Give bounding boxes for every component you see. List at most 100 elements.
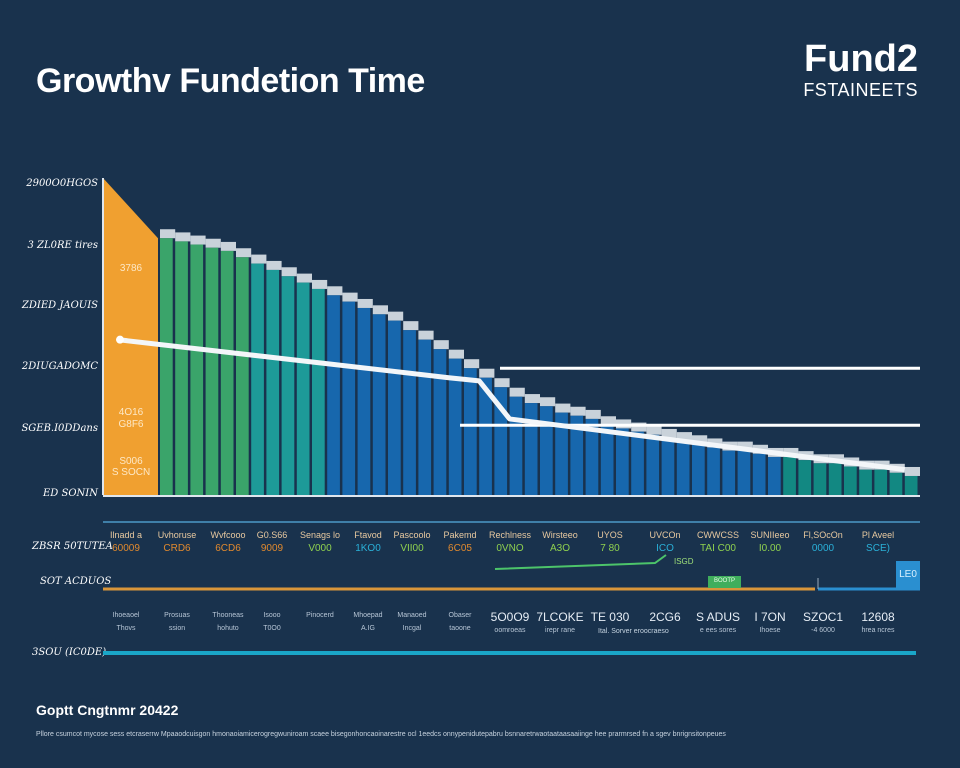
cell-caption: Isooo [263,612,281,619]
cell-caption: hohuto [217,625,239,632]
cell-value: 5O0O9 [490,610,530,624]
top-row-cell: Ftavod 1KO0 [338,529,398,555]
bar-cap [661,428,677,438]
bar-cap [585,409,601,419]
cell-value: VII00 [400,543,424,554]
top-row-cell: Fl,SOcOn 0000 [793,529,853,555]
bar [281,276,295,495]
bar [874,469,888,495]
cell-caption: -4 6000 [811,627,835,634]
cell-caption: irepr rane [545,627,575,634]
top-row-cell: Ilnadd a 60009 [96,529,156,555]
bar-cap [600,416,616,426]
cell-caption: Thooneas [212,612,244,619]
cell-name: Ilnadd a [109,530,143,540]
bar-cap [479,368,495,378]
bar [327,295,340,495]
cell-value: SZOC1 [802,610,843,624]
bar-cap [327,286,343,296]
bar [904,475,918,495]
cell-name: UYOS [597,530,623,540]
y-tick-label: 2DIUGADOMC [21,361,98,372]
bar-cap [433,340,449,350]
top-row-cell: Pl Aveel SCE) [848,529,908,555]
bar [251,263,264,495]
cell-name: Pl Aveel [861,530,895,540]
cell-value: ICO [656,543,674,554]
cell-value: I 7ON [754,610,786,624]
bar-cap [296,273,312,283]
bar-cap [904,466,920,476]
logo-main: Fund2 [804,38,918,80]
chart-title: Growthv Fundetion Time [36,62,425,100]
bar-cap [175,232,191,242]
cell-caption: Incgal [402,625,422,632]
cell-name: UVCOn [649,530,681,540]
bar-cap [676,432,692,442]
cell-name: Senags lo [299,530,341,540]
cell-caption: A.IG [360,625,375,632]
bar-cap [403,321,419,331]
bar-cap [783,447,799,457]
top-row-cell: Wirsteeo A3O [530,529,590,555]
bar [266,269,280,495]
bar [707,447,720,495]
bottom-row-cell: S ADUS e ees sores [686,611,750,637]
bar-cap [281,267,297,277]
bar-cap [555,403,571,413]
bar [190,244,204,495]
cell-name: Ftavod [354,530,382,540]
bottom-row-cell: 12608 hrea ncres [846,611,910,637]
bar [737,450,751,495]
bar [646,434,660,495]
cell-caption: Mhoepad [353,612,383,619]
bar-cap [540,397,556,407]
bottom-row-cell: Manaoed Incgal [380,609,444,635]
bar [692,444,705,495]
bottom-row-cell: TE 030 [578,611,642,624]
cell-name: Wirsteeo [542,530,578,540]
cell-caption: ssion [168,625,186,632]
bottom-row-cell: Obaser taoone [428,609,492,635]
bar-cap [646,425,662,435]
copyright: Goptt Cngtnmr 20422 [36,702,179,718]
bar-cap [266,260,282,270]
bottom-row-cell: 7LCOKE irepr rane [528,611,592,637]
bar [555,412,568,495]
bar-cap [342,292,358,302]
cell-caption: e ees sores [699,627,737,634]
bottom-row-cell: Pinocerd [288,609,352,622]
cell-value: 7LCOKE [536,610,584,624]
green-badge-text: BOOTP [713,578,735,584]
bottom-row-cell: 5O0O9 oomroeas [478,611,542,637]
table-lines [103,554,920,655]
bar-cap [570,406,586,416]
bar [220,250,234,495]
y-tick-label: ZDIED JAOUIS [21,300,98,311]
bar-data-label-line: S006 [119,456,143,467]
cell-value: A3O [549,543,570,554]
bar-cap [388,311,404,321]
bar-data-label: 4O16 G8F6 [103,407,159,431]
cell-caption: Ihoeaoel [112,612,140,619]
bar [433,349,447,495]
bar [236,257,249,495]
cell-caption: Pinocerd [306,612,334,619]
bar [464,368,477,495]
cell-value: 7 80 [600,543,620,554]
cell-value: 1KO0 [355,543,381,554]
bar [448,358,462,495]
top-row-cell: Pascoolo VII00 [382,529,442,555]
bar [296,282,310,495]
top-row-cell: G0.S66 9009 [242,529,302,555]
cell-name: Wvfcooo [210,530,246,540]
bar [616,428,629,495]
bar-cap [205,238,221,248]
bottom-row-cell: Isooo T0O0 [240,609,304,635]
bar-cap [372,305,388,315]
bar-cap [631,422,647,432]
cell-caption: Thovs [116,625,136,632]
green-small-label: ISGD [674,557,694,566]
bar [783,456,796,495]
cell-value: 6CD6 [215,543,241,554]
